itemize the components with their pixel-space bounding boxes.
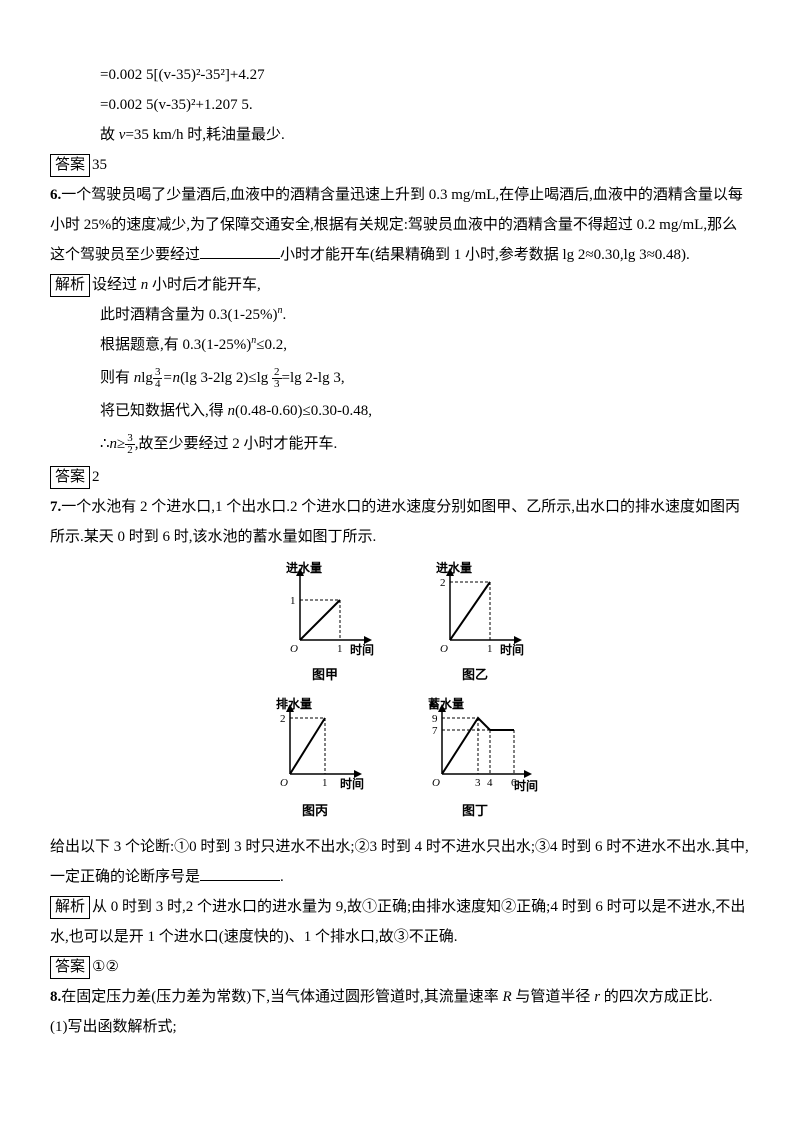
text: ≥ — [117, 436, 125, 452]
text: 从 0 时到 3 时,2 个进水口的进水量为 9,故①正确;由排水速度知②正确;… — [50, 899, 745, 945]
xtick-3: 3 — [475, 777, 481, 789]
text: (0.48-0.60)≤0.30-0.48, — [235, 403, 372, 419]
xlabel: 时间 — [500, 642, 524, 657]
ylabel: 进水量 — [436, 560, 472, 575]
q-number: 7. — [50, 499, 61, 515]
question-6: 6.一个驾驶员喝了少量酒后,血液中的酒精含量迅速上升到 0.3 mg/mL,在停… — [50, 180, 750, 270]
solution-label: 解析 — [50, 274, 90, 297]
origin: O — [440, 643, 448, 655]
answer-5: 答案35 — [50, 150, 750, 180]
answer-label: 答案 — [50, 154, 90, 177]
solution-line: ∴n≥32,故至少要经过 2 小时才能开车. — [50, 426, 750, 462]
answer-value: ①② — [92, 959, 119, 975]
ytick: 1 — [290, 595, 296, 607]
ylabel: 蓄水量 — [428, 696, 464, 711]
xlabel: 时间 — [514, 778, 538, 793]
equation-line-1: =0.002 5[(v-35)²-35²]+4.27 — [50, 60, 750, 90]
blank-field — [200, 865, 280, 881]
text: 小时才能开车(结果精确到 1 小时,参考数据 lg 2≈0.30,lg 3≈0.… — [280, 247, 690, 263]
q-number: 6. — [50, 187, 61, 203]
solution-6: 解析设经过 n 小时后才能开车, — [50, 270, 750, 300]
text: =lg 2-lg 3, — [282, 370, 345, 386]
conclusion-line: 故 v=35 km/h 时,耗油量最少. — [50, 120, 750, 150]
text: . — [282, 307, 286, 323]
solution-7: 解析从 0 时到 3 时,2 个进水口的进水量为 9,故①正确;由排水速度知②正… — [50, 892, 750, 952]
chart-ding: 蓄水量 9 7 3 4 6 O 时间 图丁 — [410, 696, 540, 824]
text: ≤0.2, — [256, 337, 287, 353]
den: 2 — [125, 445, 135, 456]
solution-line: 此时酒精含量为 0.3(1-25%)n. — [50, 300, 750, 330]
xtick: 1 — [337, 643, 343, 655]
caption: 图甲 — [270, 662, 380, 688]
answer-label: 答案 — [50, 466, 90, 489]
ytick: 2 — [440, 577, 446, 589]
caption: 图丁 — [410, 798, 540, 824]
answer-label: 答案 — [50, 956, 90, 979]
origin: O — [290, 643, 298, 655]
xlabel: 时间 — [350, 642, 374, 657]
var-n: n — [110, 436, 118, 452]
text: . — [280, 869, 284, 885]
xtick-4: 4 — [487, 777, 493, 789]
fraction-3-4: 34 — [153, 367, 163, 390]
ylabel: 排水量 — [276, 696, 312, 711]
origin: O — [280, 777, 288, 789]
origin: O — [432, 777, 440, 789]
text: 在固定压力差(压力差为常数)下,当气体通过圆形管道时,其流量速率 — [61, 989, 502, 1005]
solution-line: 根据题意,有 0.3(1-25%)n≤0.2, — [50, 330, 750, 360]
text: 与管道半径 — [512, 989, 595, 1005]
chart-bing: 排水量 2 1 O 时间 图丙 — [260, 696, 370, 824]
text: 故 — [100, 127, 119, 143]
answer-value: 2 — [92, 469, 100, 485]
q-number: 8. — [50, 989, 61, 1005]
answer-7: 答案①② — [50, 952, 750, 982]
question-7: 7.一个水池有 2 个进水口,1 个出水口.2 个进水口的进水速度分别如图甲、乙… — [50, 492, 750, 552]
text: 小时后才能开车, — [148, 277, 261, 293]
text: 则有 — [100, 370, 134, 386]
ytick-7: 7 — [432, 725, 438, 737]
text: 将已知数据代入,得 — [100, 403, 228, 419]
ylabel: 进水量 — [286, 560, 322, 575]
chart-row-2: 排水量 2 1 O 时间 图丙 蓄水量 9 — [50, 696, 750, 824]
text: 给出以下 3 个论断:①0 时到 3 时只进水不出水;②3 时到 4 时不进水只… — [50, 839, 749, 885]
question-8: 8.在固定压力差(压力差为常数)下,当气体通过圆形管道时,其流量速率 R 与管道… — [50, 982, 750, 1012]
question-8-1: (1)写出函数解析式; — [50, 1012, 750, 1042]
xtick: 1 — [322, 777, 328, 789]
chart-yi: 进水量 2 1 O 时间 图乙 — [420, 560, 530, 688]
text: 的四次方成正比. — [600, 989, 713, 1005]
text: 根据题意,有 0.3(1-25%) — [100, 337, 251, 353]
text: 设经过 — [92, 277, 141, 293]
text: 此时酒精含量为 0.3(1-25%) — [100, 307, 277, 323]
xtick: 1 — [487, 643, 493, 655]
text: =35 km/h 时,耗油量最少. — [125, 127, 284, 143]
ytick: 2 — [280, 713, 286, 725]
fraction-2-3: 23 — [272, 367, 282, 390]
var-n: n — [228, 403, 236, 419]
text: (lg 3-2lg 2)≤lg — [180, 370, 272, 386]
caption: 图乙 — [420, 662, 530, 688]
text: ,故至少要经过 2 小时才能开车. — [135, 436, 338, 452]
question-7b: 给出以下 3 个论断:①0 时到 3 时只进水不出水;②3 时到 4 时不进水只… — [50, 832, 750, 892]
solution-label: 解析 — [50, 896, 90, 919]
chart-jia: 进水量 1 1 O 时间 图甲 — [270, 560, 380, 688]
den: 4 — [153, 379, 163, 390]
text: ∴ — [100, 436, 110, 452]
text: 一个水池有 2 个进水口,1 个出水口.2 个进水口的进水速度分别如图甲、乙所示… — [50, 499, 740, 545]
chart-row-1: 进水量 1 1 O 时间 图甲 进水量 2 1 O 时间 — [50, 560, 750, 688]
solution-line: 将已知数据代入,得 n(0.48-0.60)≤0.30-0.48, — [50, 396, 750, 426]
solution-line: 则有 nlg34=n(lg 3-2lg 2)≤lg 23=lg 2-lg 3, — [50, 360, 750, 396]
blank-field — [200, 243, 280, 259]
text: =n — [162, 370, 180, 386]
den: 3 — [272, 379, 282, 390]
fraction-3-2: 32 — [125, 433, 135, 456]
equation-line-2: =0.002 5(v-35)²+1.207 5. — [50, 90, 750, 120]
caption: 图丙 — [260, 798, 370, 824]
ytick-9: 9 — [432, 713, 438, 725]
xlabel: 时间 — [340, 776, 364, 791]
var-R: R — [503, 989, 512, 1005]
answer-value: 35 — [92, 157, 107, 173]
answer-6: 答案2 — [50, 462, 750, 492]
text: lg — [141, 370, 153, 386]
